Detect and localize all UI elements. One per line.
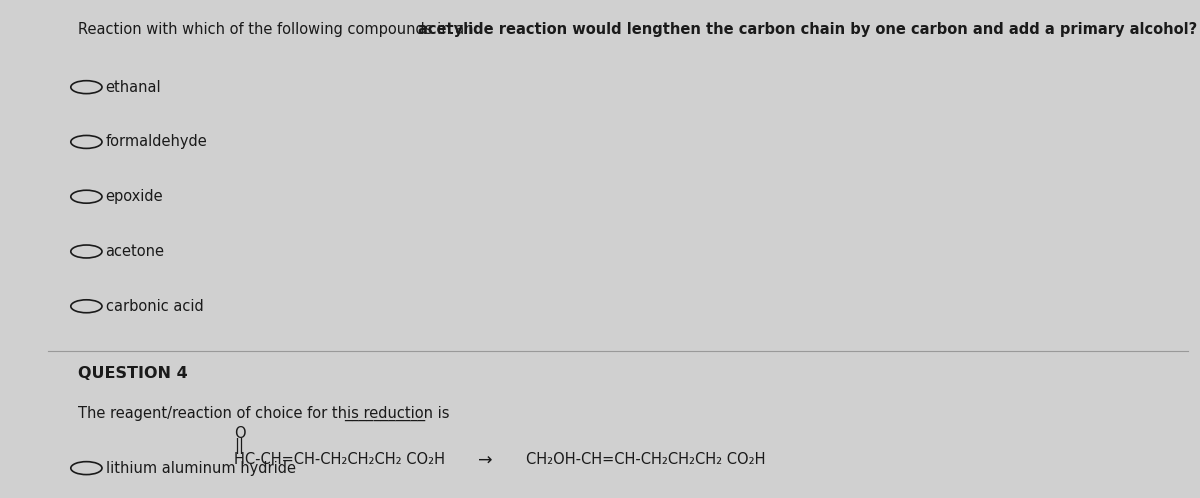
Text: QUESTION 4: QUESTION 4 xyxy=(78,366,187,381)
Text: The reagent/reaction of choice for this reduction is: The reagent/reaction of choice for this … xyxy=(78,406,454,421)
Text: carbonic acid: carbonic acid xyxy=(106,299,203,314)
Text: HC-CH=CH-CH₂CH₂CH₂ CO₂H: HC-CH=CH-CH₂CH₂CH₂ CO₂H xyxy=(234,452,445,467)
Text: CH₂OH-CH=CH-CH₂CH₂CH₂ CO₂H: CH₂OH-CH=CH-CH₂CH₂CH₂ CO₂H xyxy=(526,452,766,467)
Text: lithium aluminum hydride: lithium aluminum hydride xyxy=(106,461,295,476)
Text: epoxide: epoxide xyxy=(106,189,163,204)
Text: →: → xyxy=(478,452,492,470)
Text: Reaction with which of the following compounds in an: Reaction with which of the following com… xyxy=(78,22,479,37)
Text: formaldehyde: formaldehyde xyxy=(106,134,208,149)
Text: O: O xyxy=(234,426,246,441)
Text: ||: || xyxy=(234,438,244,454)
Text: acetone: acetone xyxy=(106,244,164,259)
Text: ethanal: ethanal xyxy=(106,80,161,95)
Text: ___________: ___________ xyxy=(344,406,426,421)
Text: acetylide reaction would lengthen the carbon chain by one carbon and add a prima: acetylide reaction would lengthen the ca… xyxy=(418,22,1196,37)
